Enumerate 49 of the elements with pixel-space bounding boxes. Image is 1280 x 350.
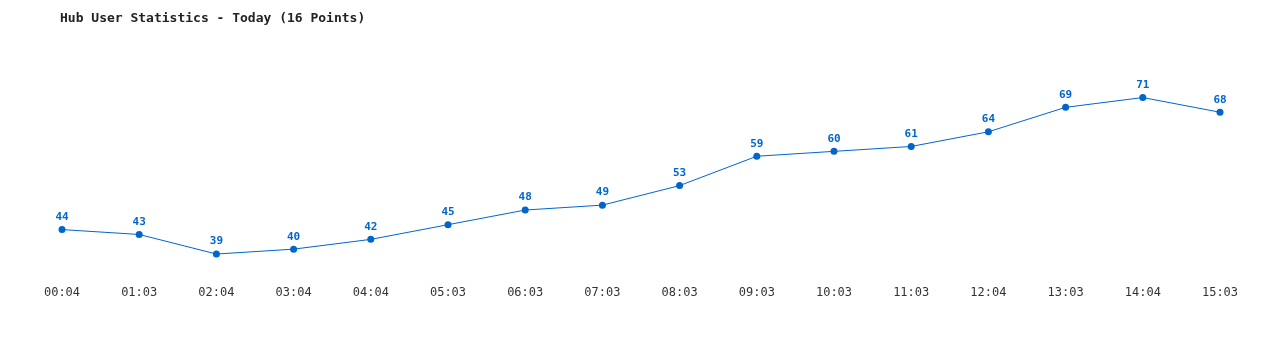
data-label: 40 — [286, 229, 301, 243]
data-label: 53 — [672, 165, 687, 179]
point — [984, 128, 992, 136]
chart-title: Hub User Statistics - Today (16 Points) — [60, 10, 366, 25]
point — [1216, 108, 1224, 116]
point — [907, 142, 915, 150]
point — [598, 201, 606, 209]
point — [135, 230, 143, 238]
data-label: 42 — [364, 219, 378, 233]
data-label: 48 — [518, 190, 532, 204]
data-label: 61 — [904, 126, 919, 140]
data-label: 59 — [750, 136, 764, 150]
x-tick-label: 13:03 — [1047, 284, 1084, 299]
data-label: 60 — [827, 131, 841, 145]
x-tick-label: 01:03 — [121, 284, 158, 299]
x-tick-label: 15:03 — [1201, 284, 1239, 299]
data-label: 64 — [981, 112, 996, 126]
data-label: 39 — [209, 234, 224, 248]
point — [830, 147, 838, 155]
data-label: 68 — [1213, 92, 1227, 106]
x-tick-label: 07:03 — [584, 284, 621, 299]
x-tick-label: 09:03 — [738, 284, 775, 299]
x-tick-label: 11:03 — [893, 284, 930, 299]
point — [212, 250, 220, 258]
data-label: 49 — [595, 185, 610, 199]
x-tick-label: 10:03 — [815, 284, 853, 299]
x-tick-label: 05:03 — [429, 284, 467, 299]
data-label: 45 — [441, 205, 455, 219]
data-label: 71 — [1136, 77, 1150, 91]
x-tick-label: 03:04 — [275, 284, 312, 299]
x-tick-label: 14:04 — [1124, 284, 1161, 299]
point — [1062, 103, 1070, 111]
point — [444, 221, 452, 229]
x-tick-label: 12:04 — [970, 284, 1007, 299]
point — [367, 235, 375, 243]
point — [676, 182, 684, 190]
x-tick-label: 08:03 — [661, 284, 698, 299]
point — [753, 152, 761, 160]
data-label: 44 — [55, 209, 69, 223]
data-label: 43 — [132, 214, 146, 228]
x-tick-label: 04:04 — [352, 284, 389, 299]
point — [290, 245, 298, 253]
point — [1139, 94, 1147, 102]
data-label: 69 — [1058, 87, 1073, 101]
point — [58, 226, 66, 234]
x-tick-label: 00:04 — [43, 284, 81, 299]
x-tick-label: 06:03 — [507, 284, 544, 299]
point — [521, 206, 529, 214]
x-tick-label: 02:04 — [198, 284, 235, 299]
